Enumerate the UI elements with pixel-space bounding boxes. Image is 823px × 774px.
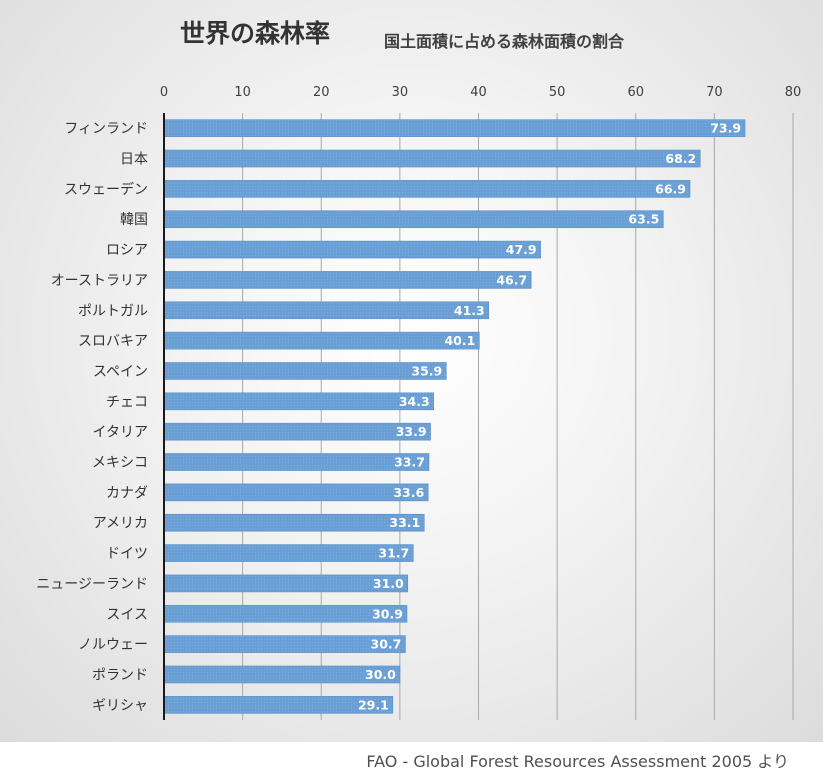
bar (163, 453, 430, 471)
data-label: 40.1 (444, 333, 475, 348)
data-label: 29.1 (358, 697, 389, 712)
bar (163, 271, 532, 289)
category-label: イタリア (93, 425, 148, 441)
data-label: 31.7 (378, 546, 409, 561)
bar (163, 422, 431, 441)
data-label: 33.9 (396, 424, 427, 439)
chart-subtitle: 国土面積に占める森林面積の割合 (384, 32, 625, 51)
bar (163, 180, 691, 198)
x-tick-label: 50 (549, 85, 566, 100)
category-label: スロバキア (78, 334, 148, 350)
category-label: スペイン (93, 364, 148, 380)
data-label: 46.7 (496, 272, 527, 287)
bars: 73.9 68.2 66.9 63.5 47.9 46.7 41.3 40.135.9 34.3… (163, 119, 746, 714)
category-label: スウェーデン (64, 181, 148, 198)
bar (163, 483, 429, 502)
x-tick-label: 60 (627, 85, 644, 100)
data-label: 31.0 (373, 576, 404, 591)
grid-lines (242, 113, 794, 720)
data-label: 63.5 (628, 212, 659, 227)
data-label: 33.1 (389, 515, 420, 530)
category-label: 韓国 (120, 212, 148, 228)
x-tick-label: 70 (706, 85, 723, 100)
category-label: チェコ (106, 394, 148, 410)
data-label: 34.3 (399, 394, 430, 409)
bar (163, 210, 664, 229)
bar (163, 301, 490, 320)
x-tick-label: 0 (160, 85, 168, 100)
category-labels: フィンランド日本スウェーデン韓国ロシアオーストラリアポルトガルスロバキアスペイン… (36, 121, 148, 714)
bar (163, 392, 434, 411)
source-note: FAO - Global Forest Resources Assessment… (366, 752, 789, 771)
data-label: 33.6 (393, 485, 424, 500)
category-label: カナダ (106, 485, 148, 501)
data-label: 68.2 (665, 151, 696, 166)
category-label: ノルウェー (78, 637, 148, 653)
x-tick-label: 30 (392, 85, 409, 100)
category-label: フィンランド (64, 121, 148, 137)
data-label: 41.3 (454, 303, 485, 318)
category-label: 日本 (120, 152, 148, 168)
chart-title: 世界の森林率 (180, 19, 331, 48)
x-axis-ticks: 0 10 20 30 40 50 60 70 80 (160, 85, 801, 100)
category-label: ポルトガル (78, 303, 148, 319)
data-label: 35.9 (411, 363, 442, 378)
bar (163, 240, 541, 259)
data-label: 66.9 (655, 181, 686, 196)
bar (163, 635, 406, 653)
data-label: 73.9 (710, 121, 741, 136)
category-label: ギリシャ (92, 698, 148, 714)
data-label: 33.7 (394, 455, 425, 470)
data-label: 30.9 (372, 606, 403, 621)
data-label: 47.9 (506, 242, 537, 257)
bar (163, 604, 408, 623)
bar (163, 149, 701, 168)
category-label: ニュージーランド (36, 576, 148, 592)
bar (163, 574, 409, 593)
category-label: アメリカ (93, 516, 148, 532)
category-label: スイス (106, 607, 148, 623)
bar (163, 513, 425, 532)
data-label: 30.7 (371, 637, 402, 652)
bar-chart: 0 10 20 30 40 50 60 70 80 73.9 68.2 66.9 63.5 47.9 46… (36, 85, 801, 720)
chart-panel: 世界の森林率 国土面積に占める森林面積の割合 0 10 20 30 40 50 60 70 80… (0, 0, 823, 742)
bar (163, 331, 480, 350)
category-label: ロシア (106, 243, 148, 259)
x-tick-label: 20 (313, 85, 330, 100)
bar (163, 119, 746, 137)
data-label: 30.0 (365, 667, 396, 682)
category-label: オーストラリア (51, 273, 148, 289)
x-tick-label: 40 (470, 85, 487, 100)
x-tick-label: 10 (234, 85, 251, 100)
category-label: メキシコ (92, 455, 148, 471)
category-label: ポランド (92, 667, 148, 683)
bar (163, 362, 447, 380)
category-label: ドイツ (106, 546, 148, 562)
x-tick-label: 80 (785, 85, 802, 100)
bar (163, 544, 414, 562)
